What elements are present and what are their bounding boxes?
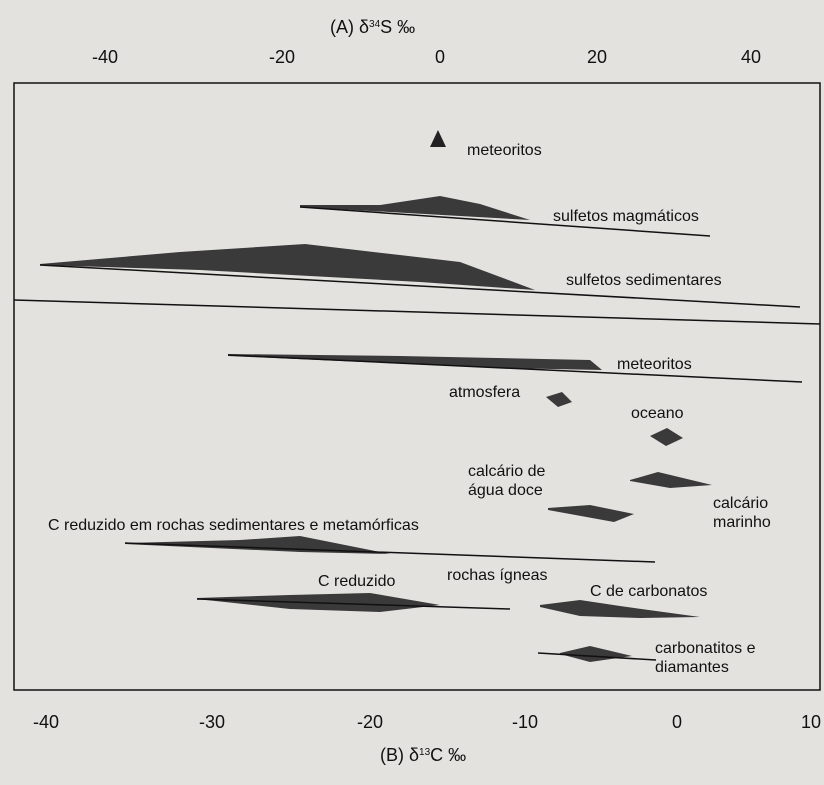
range-b-c-reduzido-line xyxy=(196,598,511,610)
range-a-sulfetos-magmaticos-peak xyxy=(300,196,530,220)
label-b-atmosfera: atmosfera xyxy=(449,384,521,401)
range-b-meteoritos-line xyxy=(227,354,803,383)
panel-a-title-suffix: S ‰ xyxy=(380,17,416,37)
range-b-oceano xyxy=(650,428,683,446)
label-a-sulfetos-sedimentares: sulfetos sedimentares xyxy=(566,272,722,289)
panel-b-tick: -40 xyxy=(32,712,60,732)
panel-b-tick: 10 xyxy=(800,712,822,732)
range-b-c-reduzido-rochas-sed-met-line xyxy=(124,542,656,563)
range-b-meteoritos-peak xyxy=(228,354,602,370)
panel-b-title-sup: 13 xyxy=(419,747,431,758)
label-b-calcario-marinho: calcário marinho xyxy=(713,495,771,531)
label-b-carbonatitos-diamantes: carbonatitos e diamantes xyxy=(655,640,756,676)
panel-a-tick: -20 xyxy=(268,47,296,67)
label-a-meteoritos: meteoritos xyxy=(467,142,542,159)
label-b-c-reduzido: C reduzido xyxy=(318,573,396,590)
plot-frame xyxy=(13,82,821,691)
panel-a-axis-title: (A) δ34S ‰ xyxy=(330,17,415,38)
panel-a-title-prefix: (A) δ xyxy=(330,17,370,37)
range-a-sulfetos-magmaticos-line xyxy=(299,206,711,237)
range-b-atmosfera xyxy=(546,392,572,407)
range-b-carbonatitos-diamantes-line xyxy=(537,652,657,661)
range-b-calcario-agua-doce xyxy=(548,505,634,522)
range-b-calcario-marinho xyxy=(630,472,712,488)
panel-b-tick: -10 xyxy=(511,712,539,732)
range-a-sulfetos-sedimentares-peak xyxy=(40,244,535,290)
panel-divider xyxy=(13,299,821,325)
panel-b-tick: 0 xyxy=(671,712,683,732)
label-b-calcario-agua-doce: calcário de água doce xyxy=(468,463,546,499)
range-b-c-carbonatos-peak xyxy=(540,600,700,618)
panel-a-title-sup: 34 xyxy=(369,19,381,30)
panel-b-tick: -20 xyxy=(356,712,384,732)
panel-b-tick: -30 xyxy=(198,712,226,732)
label-b-oceano: oceano xyxy=(631,405,684,422)
label-a-sulfetos-magmaticos: sulfetos magmáticos xyxy=(553,208,699,225)
label-b-rochas-igneas: rochas ígneas xyxy=(447,567,548,584)
label-b-c-reduzido-rochas-sed-met: C reduzido em rochas sedimentares e meta… xyxy=(48,517,419,534)
panel-b-title-prefix: (B) δ xyxy=(380,745,420,765)
panel-a-tick: 40 xyxy=(740,47,762,67)
label-b-meteoritos: meteoritos xyxy=(617,356,692,373)
label-b-c-de-carbonatos: C de carbonatos xyxy=(590,583,708,600)
panel-a-tick: 0 xyxy=(434,47,446,67)
panel-a-tick: 20 xyxy=(586,47,608,67)
panel-a-tick: -40 xyxy=(91,47,119,67)
panel-b-title-suffix: C ‰ xyxy=(430,745,467,765)
panel-b-axis-title: (B) δ13C ‰ xyxy=(380,745,466,766)
range-b-carbonatitos-diamantes-peak xyxy=(560,646,632,662)
range-a-sulfetos-sedimentares-line xyxy=(39,264,801,308)
range-a-meteoritos xyxy=(430,130,446,147)
